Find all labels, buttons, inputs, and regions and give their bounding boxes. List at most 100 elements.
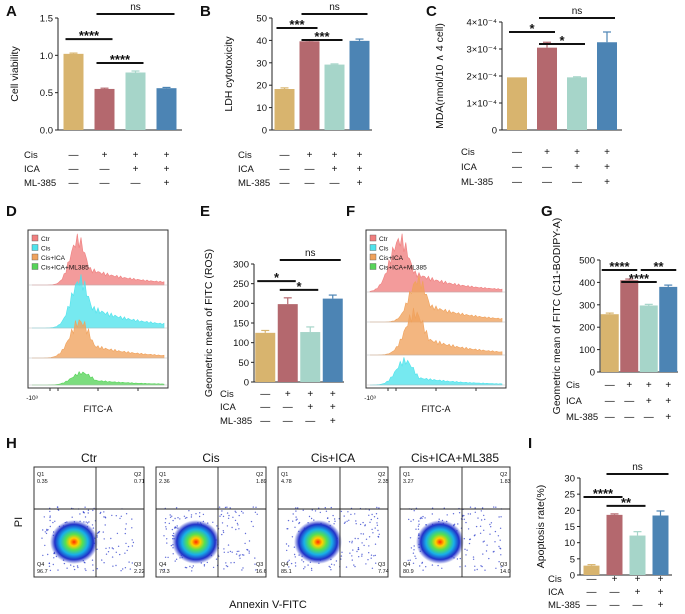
- quadrant-name: Q4: [37, 562, 44, 568]
- event-dot: [92, 527, 95, 529]
- event-dot: [308, 515, 311, 518]
- y-tick-label: 500: [579, 256, 595, 267]
- bar-chart-g: 0 100 200 300 400 500 Geometric mean of FITC (…: [551, 218, 678, 423]
- quadrant-value: 85.1: [281, 569, 292, 575]
- event-dot: [192, 565, 194, 567]
- panel-letter-h: H: [6, 435, 17, 452]
- event-dot: [325, 510, 328, 512]
- event-dot: [116, 532, 119, 535]
- event-dot: [347, 511, 349, 513]
- significance-label: ns: [329, 2, 340, 13]
- event-dot: [465, 521, 467, 524]
- event-dot: [256, 513, 258, 515]
- event-dot: [216, 525, 218, 527]
- event-dot: [482, 553, 484, 555]
- event-dot: [378, 507, 380, 509]
- event-dot: [500, 566, 502, 568]
- event-dot: [188, 510, 190, 512]
- event-dot: [475, 525, 478, 528]
- quadrant-value: 4.78: [281, 479, 292, 485]
- quadrant-name: Q2: [500, 472, 507, 478]
- condition-label: ML-385: [548, 600, 580, 611]
- event-dot: [57, 569, 59, 571]
- bar: [567, 77, 587, 130]
- dotplot-y-label: PI: [13, 517, 25, 527]
- event-dot: [218, 506, 221, 508]
- condition-mark: +: [332, 164, 338, 175]
- event-dot: [92, 509, 94, 512]
- condition-mark: +: [330, 416, 336, 427]
- event-dot: [252, 506, 254, 508]
- event-dot: [224, 506, 227, 509]
- event-dot: [463, 538, 465, 540]
- y-tick-label: 0.5: [40, 88, 53, 99]
- event-dot: [413, 545, 415, 547]
- event-dot: [129, 568, 131, 570]
- event-dot: [371, 513, 373, 516]
- event-dot: [248, 540, 251, 542]
- event-dot: [223, 568, 225, 570]
- event-dot: [415, 528, 417, 530]
- event-dot: [231, 526, 233, 529]
- event-dot: [238, 550, 240, 552]
- condition-mark: —: [280, 150, 290, 161]
- event-dot: [226, 506, 228, 508]
- event-dot: [474, 511, 476, 513]
- event-dot: [467, 528, 470, 530]
- bar: [629, 535, 646, 575]
- y-tick-label: 100: [579, 345, 595, 356]
- event-dot: [215, 558, 218, 560]
- event-dot: [239, 554, 241, 556]
- condition-mark: +: [646, 380, 652, 391]
- event-dot: [295, 516, 297, 518]
- event-dot: [171, 515, 173, 517]
- event-dot: [370, 557, 372, 559]
- event-dot: [361, 555, 363, 557]
- event-dot: [481, 565, 483, 568]
- event-dot: [91, 559, 94, 561]
- condition-mark: +: [665, 412, 671, 423]
- y-tick-label: 0: [262, 126, 267, 137]
- event-dot: [410, 547, 413, 549]
- quadrant-name: Q3: [256, 562, 263, 568]
- condition-mark: +: [574, 147, 580, 158]
- event-dot: [175, 527, 177, 529]
- event-dot: [355, 520, 357, 522]
- event-dot: [419, 517, 422, 520]
- event-dot: [241, 554, 244, 556]
- event-dot: [407, 559, 409, 562]
- event-dot: [84, 506, 86, 508]
- density-cluster: [416, 520, 464, 564]
- event-dot: [229, 507, 231, 509]
- significance-label: ns: [632, 462, 643, 473]
- event-dot: [45, 532, 48, 535]
- bar: [537, 47, 557, 130]
- y-tick-label: 0.0: [40, 126, 53, 137]
- event-dot: [84, 516, 87, 518]
- event-dot: [367, 559, 369, 561]
- event-dot: [301, 559, 303, 561]
- condition-mark: +: [133, 164, 139, 175]
- bar: [620, 280, 639, 372]
- panel-letter-c: C: [426, 3, 437, 20]
- event-dot: [332, 514, 334, 517]
- event-dot: [410, 520, 412, 522]
- quadrant-value: 3.27: [403, 479, 414, 485]
- significance-label: ****: [110, 52, 131, 67]
- bar: [156, 88, 177, 130]
- event-dot: [357, 537, 359, 540]
- event-dot: [102, 531, 105, 533]
- event-dot: [420, 516, 422, 519]
- event-dot: [92, 564, 94, 566]
- bar: [94, 88, 115, 130]
- condition-mark: —: [605, 380, 615, 391]
- event-dot: [103, 511, 105, 513]
- condition-mark: —: [330, 178, 340, 189]
- event-dot: [351, 542, 353, 544]
- event-dot: [372, 532, 374, 534]
- event-dot: [357, 548, 359, 551]
- event-dot: [329, 566, 331, 568]
- event-dot: [294, 562, 297, 564]
- bar: [583, 565, 600, 575]
